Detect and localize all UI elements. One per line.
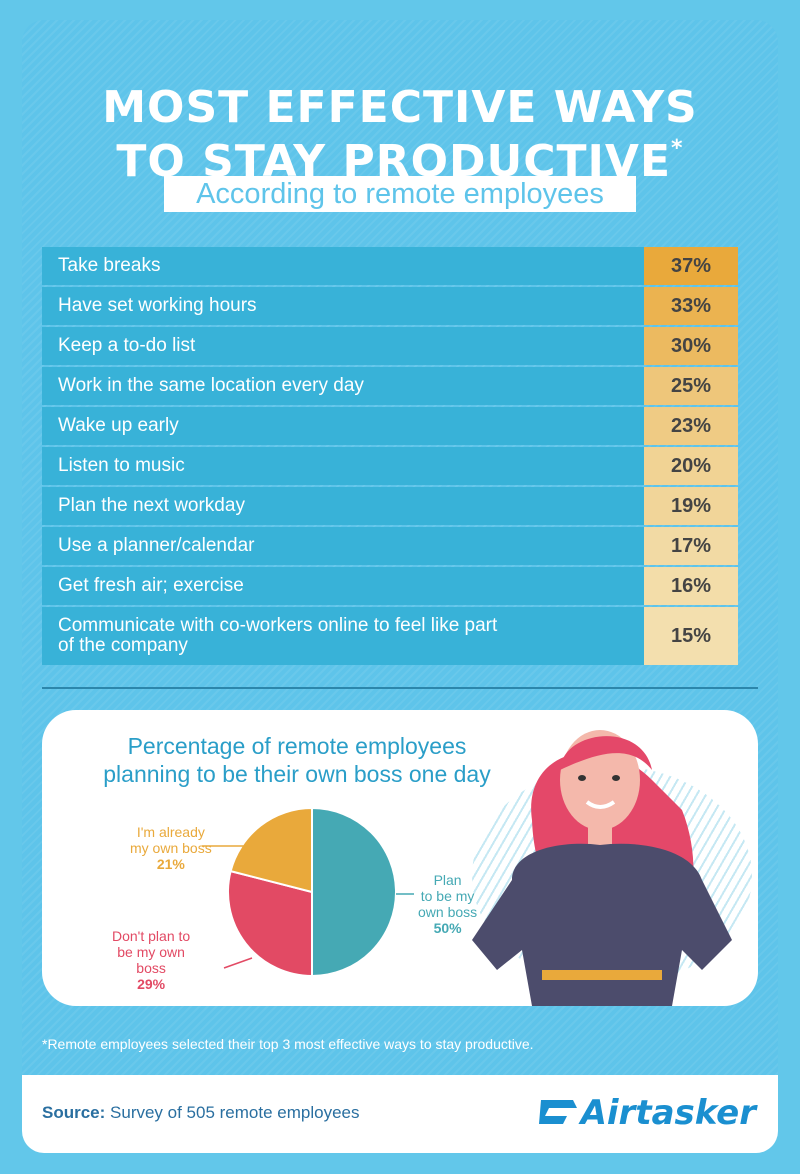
row-label: Have set working hours [42,287,662,325]
pie-slice [227,869,313,978]
airtasker-logo-icon [538,1100,577,1124]
row-label: Work in the same location every day [42,367,662,405]
row-label: Plan the next workday [42,487,662,525]
row-label: Keep a to-do list [42,327,662,365]
table-row: Plan the next workday 19% [42,487,758,525]
table-row: Take breaks 37% [42,247,758,285]
pie-title: Percentage of remote employees planning … [103,733,491,787]
table-row: Communicate with co-workers online to fe… [42,607,758,665]
pie-panel: Percentage of remote employees planning … [42,710,758,1006]
row-value: 25% [644,367,738,405]
row-value: 20% [644,447,738,485]
pie-label-plan: Plan to be my own boss 50% [418,872,478,936]
infographic-card: MOST EFFECTIVE WAYS TO STAY PRODUCTIVE* … [22,20,778,1153]
table-row: Keep a to-do list 30% [42,327,758,365]
footnote: *Remote employees selected their top 3 m… [42,1036,534,1052]
table-row: Have set working hours 33% [42,287,758,325]
row-label: Use a planner/calendar [42,527,662,565]
table-row: Get fresh air; exercise 16% [42,567,758,605]
pie-leader-line [223,957,253,969]
row-value: 19% [644,487,738,525]
table-row: Wake up early 23% [42,407,758,445]
table-row: Work in the same location every day 25% [42,367,758,405]
title-line-1: MOST EFFECTIVE WAYS [102,82,698,133]
pie-slice [311,806,397,978]
row-label: Listen to music [42,447,662,485]
pie-slice [229,806,313,894]
pie-label-dont-plan: Don't plan to be my own boss 29% [112,928,191,992]
table-row: Listen to music 20% [42,447,758,485]
airtasker-logo[interactable]: Airtasker [537,1093,756,1133]
row-label: Communicate with co-workers online to fe… [42,607,662,665]
row-value: 33% [644,287,738,325]
row-value: 17% [644,527,738,565]
row-value: 23% [644,407,738,445]
row-label: Get fresh air; exercise [42,567,662,605]
source-text: Source: Survey of 505 remote employees [42,1103,360,1122]
row-value: 37% [644,247,738,285]
subtitle: According to remote employees [164,176,636,212]
woman-illustration [472,730,732,1006]
footer: Source: Survey of 505 remote employees A… [22,1075,778,1153]
row-value: 15% [644,607,738,665]
table-row: Use a planner/calendar 17% [42,527,758,565]
pie-label-already: I'm already my own boss 21% [130,824,212,872]
pie-chart [202,730,732,1006]
divider [42,687,758,689]
row-value: 16% [644,567,738,605]
row-value: 30% [644,327,738,365]
row-label: Take breaks [42,247,662,285]
row-label: Wake up early [42,407,662,445]
